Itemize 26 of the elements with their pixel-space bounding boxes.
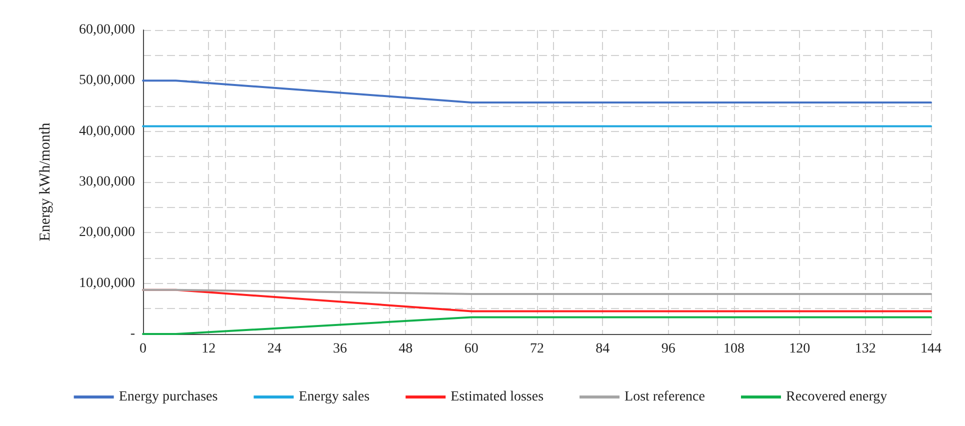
x-tick-label: 48 [398,342,413,356]
x-tick-label: 120 [789,342,810,356]
y-tick-label: - [130,326,136,342]
x-tick-label: 0 [140,342,146,356]
x-tick-label: 72 [530,342,544,356]
legend-label: Energy purchases [118,390,218,404]
x-tick-label: 12 [202,342,216,356]
y-tick-label: 60,00,000 [79,22,135,38]
x-tick-label: 132 [854,342,876,356]
x-tick-label: 60 [464,342,478,356]
x-tick-label: 84 [596,342,610,356]
x-tick-label: 36 [333,342,347,356]
y-tick-label: 10,00,000 [79,276,135,291]
legend-label: Energy sales [298,390,370,404]
y-tick-label: 50,00,000 [79,73,135,88]
y-tick-label: 20,00,000 [79,225,135,240]
y-axis-title: Energy kWh/month [38,122,54,242]
legend-label: Lost reference [624,390,705,404]
y-tick-label: 30,00,000 [79,174,135,190]
x-tick-label: 24 [267,342,282,356]
y-tick-label: 40,00,000 [79,124,135,139]
legend-label: Recovered energy [786,390,888,404]
x-tick-label: 144 [920,342,942,356]
x-tick-label: 96 [661,342,676,356]
x-tick-label: 108 [724,342,744,356]
legend-label: Estimated losses [450,390,544,404]
